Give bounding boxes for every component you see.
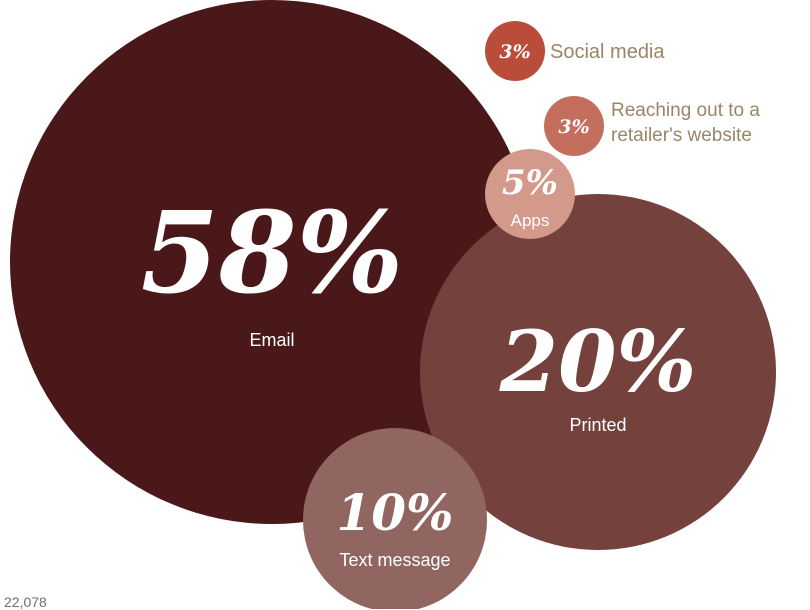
value-label-email: 58% <box>141 188 403 319</box>
value-label-printed: 20% <box>499 312 697 411</box>
category-label-retailer-website-line-1: Reaching out to a <box>611 100 760 121</box>
category-label-apps: Apps <box>511 211 550 230</box>
value-label-retailer-website: 3% <box>558 116 589 138</box>
category-label-social-media: Social media <box>550 41 665 63</box>
value-label-text-message: 10% <box>336 483 453 542</box>
category-label-email: Email <box>249 330 294 350</box>
category-label-text-message: Text message <box>339 550 450 570</box>
value-label-apps: 5% <box>502 163 558 203</box>
bubble-text-message <box>303 428 487 609</box>
value-label-social-media: 3% <box>499 41 530 63</box>
bubble-apps <box>485 149 575 239</box>
bubble-printed <box>420 194 776 550</box>
sample-size-note: 22,078 <box>4 594 47 610</box>
category-label-printed: Printed <box>569 415 626 435</box>
category-label-retailer-website-line-2: retailer's website <box>611 125 752 146</box>
bubble-email <box>10 0 534 524</box>
bubble-retailer-website <box>544 96 604 156</box>
bubble-social-media <box>485 21 545 81</box>
